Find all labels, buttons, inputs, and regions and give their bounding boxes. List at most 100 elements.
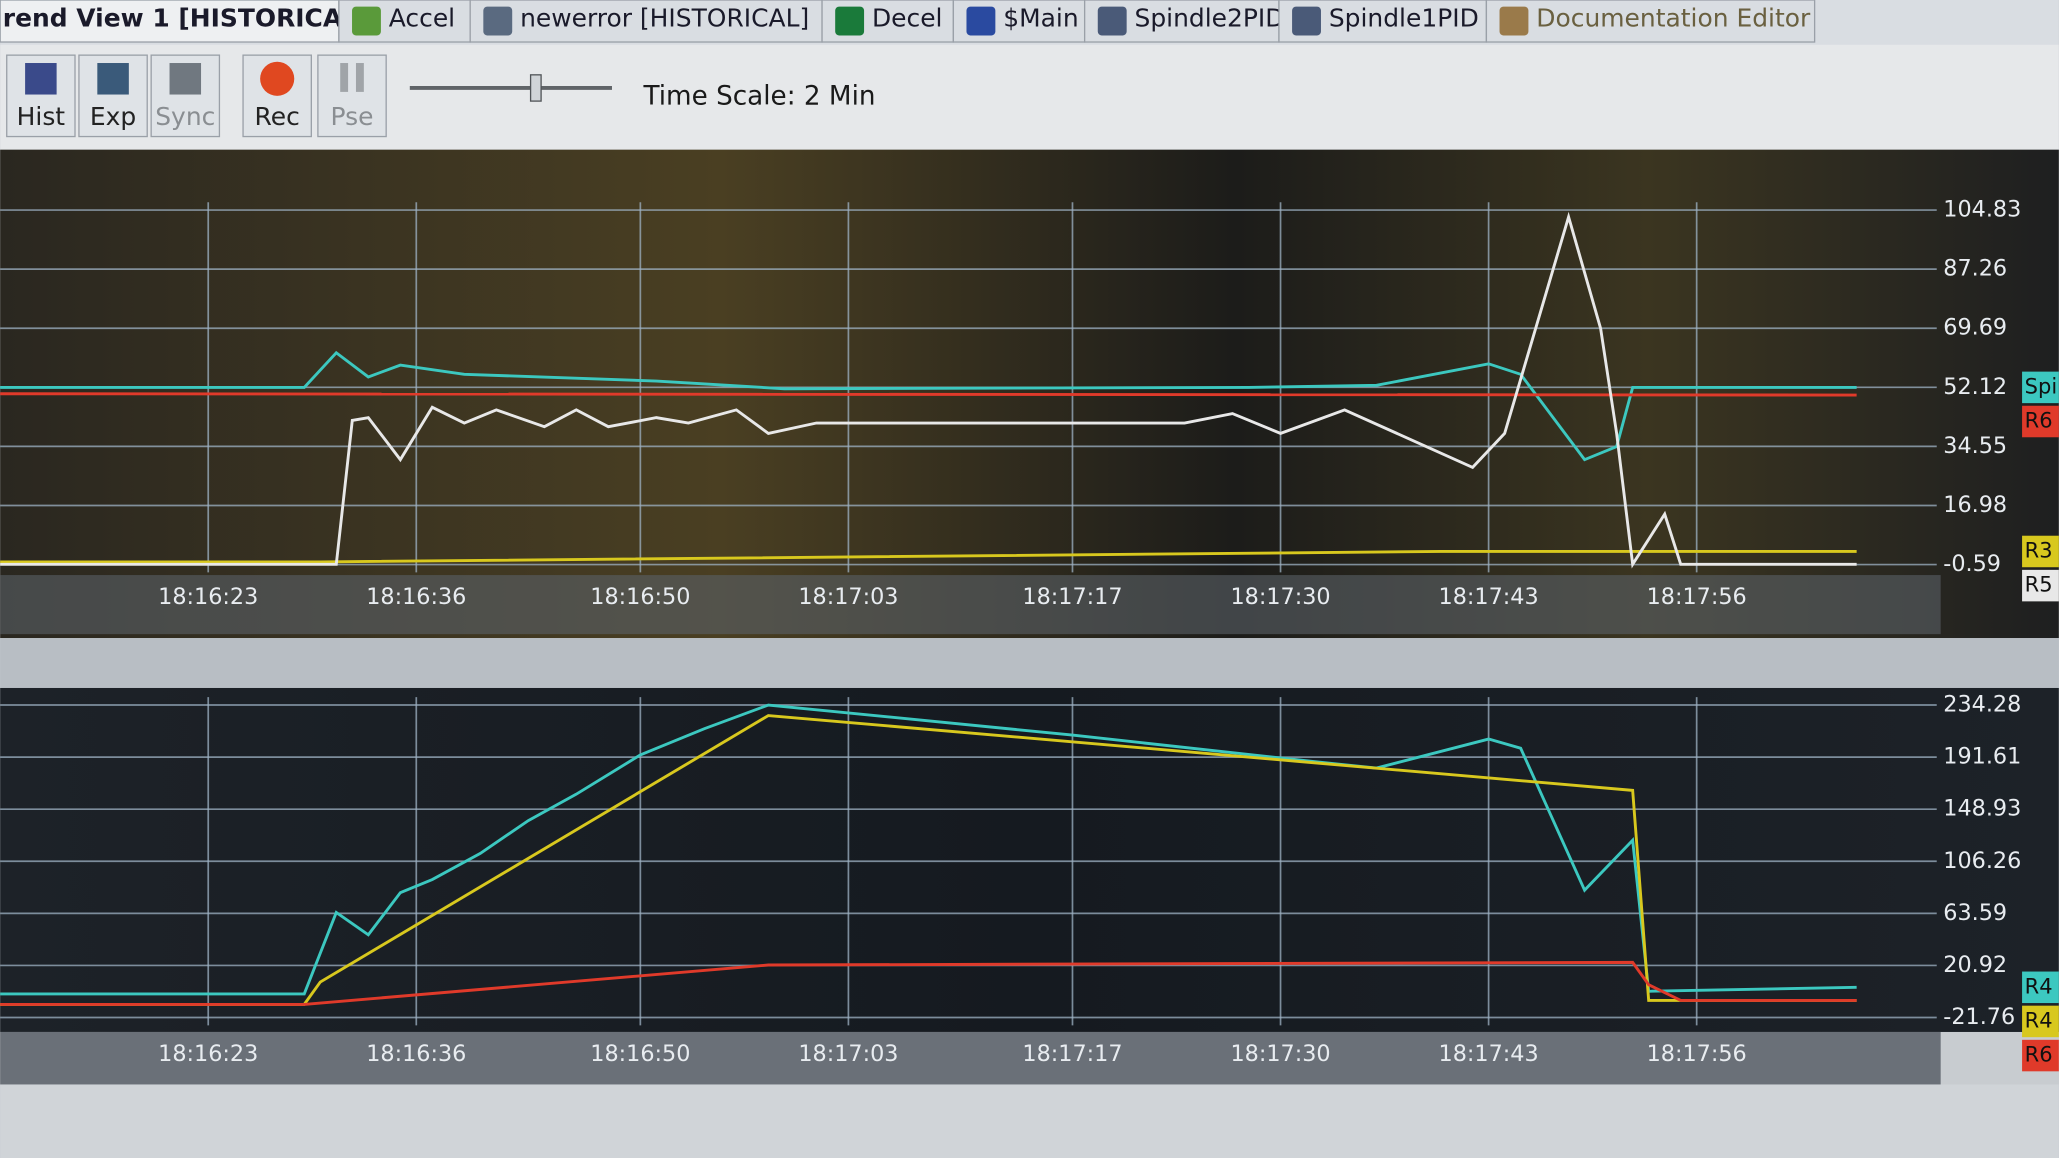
- tab-label: newerror [HISTORICAL]: [520, 4, 809, 33]
- pause-icon: [340, 63, 349, 92]
- button-icon: [25, 63, 57, 95]
- tab[interactable]: newerror [HISTORICAL]: [469, 0, 823, 43]
- series-line: [0, 703, 1857, 996]
- series-line: [0, 392, 1857, 397]
- legend-swatch: [2022, 971, 2059, 1004]
- legend-swatch: [2022, 569, 2059, 602]
- tab[interactable]: Accel: [338, 0, 471, 43]
- tab-icon: [966, 6, 996, 36]
- tab-label: Spindle1PID: [1329, 4, 1479, 33]
- y-tick-label: 52.12: [1943, 374, 2007, 400]
- tab-bg: [1485, 0, 1816, 43]
- tab-label: $Main: [1003, 4, 1078, 33]
- y-tick-label: -21.76: [1943, 1004, 2015, 1030]
- y-tick-label: 148.93: [1943, 796, 2021, 822]
- slider-thumb[interactable]: [529, 74, 542, 102]
- toolbar-button[interactable]: Hist: [6, 54, 76, 138]
- tab-icon: [1499, 6, 1529, 36]
- legend-swatch: [2022, 1039, 2059, 1072]
- tab[interactable]: Spindle2PID: [1083, 0, 1285, 43]
- tab-label: Documentation Editor: [1536, 4, 1811, 33]
- time-scale: Time Scale: 2 Min: [643, 82, 876, 112]
- x-tick-label: 18:16:23: [158, 584, 258, 610]
- tab-label: Decel: [872, 4, 943, 33]
- button-label: Rec: [255, 102, 300, 131]
- x-tick-label: 18:16:36: [366, 584, 466, 610]
- legend-swatch: [2022, 405, 2059, 438]
- toolbar-button[interactable]: Exp: [78, 54, 148, 138]
- x-tick-label: 18:16:23: [158, 1041, 258, 1067]
- toolbar-button[interactable]: Rec: [242, 54, 312, 138]
- tab-label: rend View 1 [HISTORICAL]: [3, 4, 370, 33]
- tab[interactable]: Documentation Editor: [1485, 0, 1816, 43]
- tab-icon: [352, 6, 381, 36]
- legend-label: R4: [2025, 1008, 2053, 1032]
- series-line: [0, 211, 1857, 569]
- legend-label: R3: [2025, 538, 2053, 562]
- y-tick-label: 234.28: [1943, 692, 2021, 718]
- x-tick-label: 18:17:56: [1647, 1041, 1747, 1067]
- button-icon: [169, 63, 202, 95]
- button-label: Pse: [331, 102, 374, 131]
- legend-label: R6: [2025, 1043, 2053, 1067]
- y-tick-label: 63.59: [1943, 900, 2007, 926]
- legend-label: Spi: [2025, 374, 2058, 398]
- legend-swatch: [2022, 1005, 2059, 1038]
- x-tick-label: 18:17:03: [798, 584, 898, 610]
- x-tick-label: 18:17:03: [798, 1041, 898, 1067]
- tab-label: Spindle2PID: [1135, 4, 1285, 33]
- legend-label: R4: [2025, 974, 2053, 998]
- y-tick-label: 191.61: [1943, 744, 2021, 770]
- tab[interactable]: $Main: [952, 0, 1086, 43]
- x-tick-label: 18:17:43: [1439, 584, 1539, 610]
- y-tick-label: 87.26: [1943, 256, 2007, 282]
- x-tick-label: 18:16:36: [366, 1041, 466, 1067]
- pause-icon: [355, 63, 364, 92]
- y-tick-label: 69.69: [1943, 315, 2007, 341]
- tab[interactable]: rend View 1 [HISTORICAL]: [0, 0, 370, 43]
- tab-icon: [483, 6, 513, 36]
- tab[interactable]: Decel: [821, 0, 955, 43]
- x-tick-label: 18:17:56: [1647, 584, 1747, 610]
- series-line: [0, 549, 1857, 564]
- tab-icon: [835, 6, 865, 36]
- tab-label: Accel: [389, 4, 455, 33]
- toolbar-button[interactable]: Pse: [317, 54, 387, 138]
- rec-icon: [260, 61, 295, 96]
- y-tick-label: 20.92: [1943, 952, 2007, 978]
- button-icon: [97, 63, 129, 95]
- legend-swatch: [2022, 371, 2059, 404]
- button-bg: [317, 54, 387, 138]
- series-line: [0, 350, 1857, 462]
- toolbar-button[interactable]: Sync: [150, 54, 221, 138]
- tab[interactable]: Spindle1PID: [1278, 0, 1488, 43]
- x-tick-label: 18:16:50: [590, 584, 690, 610]
- y-tick-label: -0.59: [1943, 551, 2001, 577]
- splitter: [0, 638, 2059, 688]
- button-label: Sync: [155, 102, 215, 131]
- legend-label: R6: [2025, 409, 2053, 433]
- x-tick-label: 18:17:17: [1022, 584, 1122, 610]
- x-tick-label: 18:17:30: [1230, 1041, 1330, 1067]
- x-axis-band: [0, 575, 1941, 635]
- y-tick-label: 34.55: [1943, 433, 2007, 459]
- tab-bg: [0, 0, 340, 43]
- y-tick-label: 16.98: [1943, 492, 2007, 518]
- tab-icon: [1292, 6, 1321, 36]
- tab-icon: [1097, 6, 1127, 36]
- x-tick-label: 18:16:50: [590, 1041, 690, 1067]
- status-area: [0, 1084, 2059, 1158]
- x-tick-label: 18:17:30: [1230, 584, 1330, 610]
- button-label: Hist: [17, 102, 66, 131]
- x-axis-band: [0, 1031, 1941, 1085]
- legend-label: R5: [2025, 573, 2053, 597]
- y-tick-label: 104.83: [1943, 197, 2021, 223]
- x-tick-label: 18:17:43: [1439, 1041, 1539, 1067]
- x-tick-label: 18:17:17: [1022, 1041, 1122, 1067]
- chart-panel: [0, 687, 2059, 1032]
- button-label: Exp: [90, 102, 136, 131]
- y-tick-label: 106.26: [1943, 848, 2021, 874]
- legend-swatch: [2022, 535, 2059, 568]
